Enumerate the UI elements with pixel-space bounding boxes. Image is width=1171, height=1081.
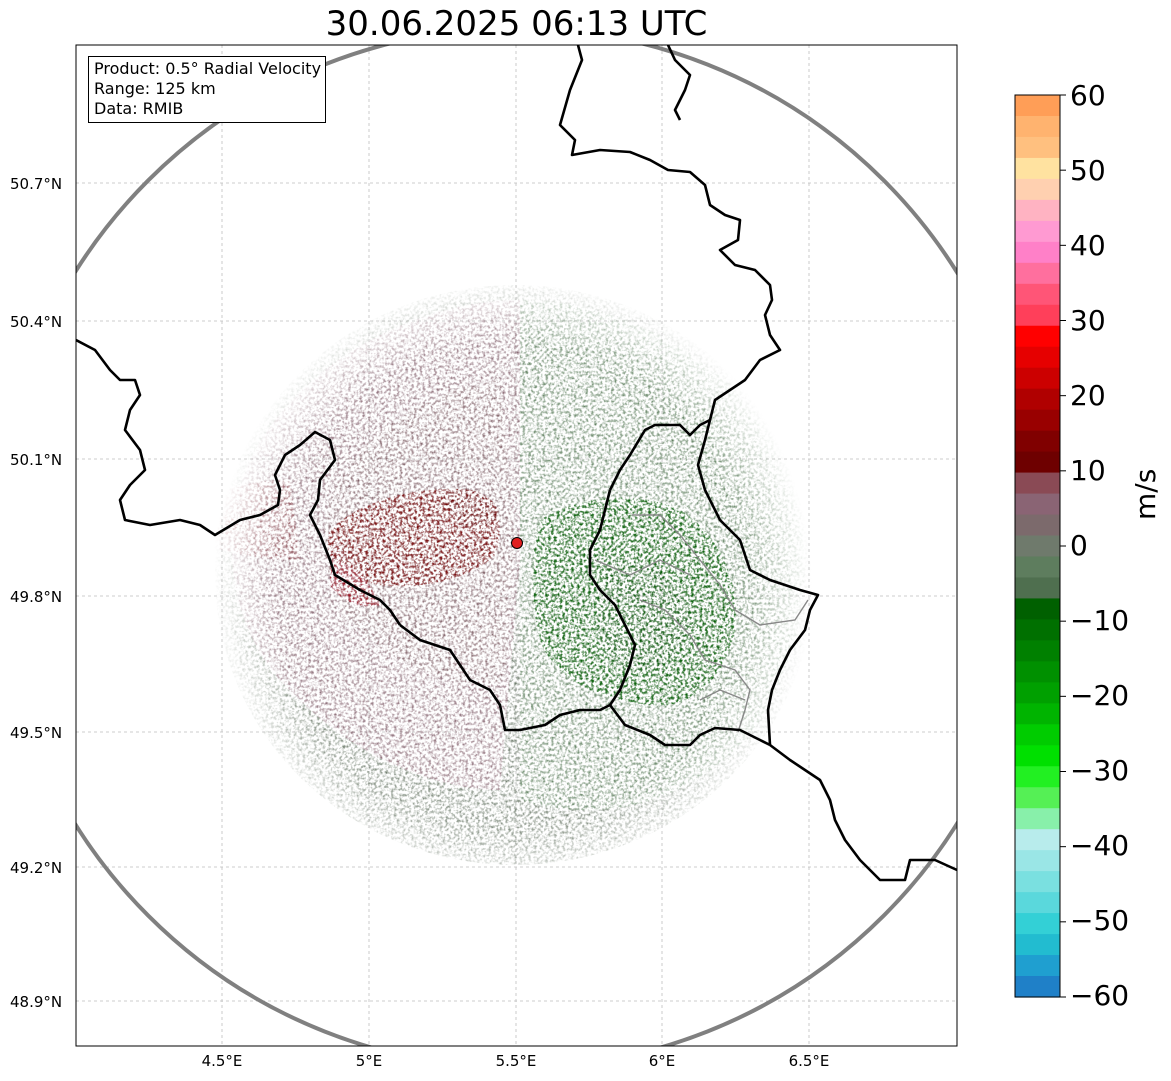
colorbar-swatch [1015, 724, 1060, 746]
colorbar-swatch [1015, 787, 1060, 809]
colorbar-swatch [1015, 892, 1060, 914]
colorbar-tick-label: 40 [1070, 229, 1106, 262]
radar-site-marker [511, 537, 523, 549]
colorbar-tick-label: −20 [1070, 679, 1130, 712]
colorbar-swatch [1015, 871, 1060, 893]
colorbar-tick-label: −30 [1070, 754, 1130, 787]
map-title: 30.06.2025 06:13 UTC [325, 4, 708, 44]
lon-tick-label: 6.5°E [788, 1052, 830, 1070]
lon-tick-label: 6°E [648, 1052, 676, 1070]
lat-tick-label: 50.7°N [10, 175, 63, 193]
colorbar-tick-label: 30 [1070, 304, 1106, 337]
colorbar-tick-label: 50 [1070, 154, 1106, 187]
colorbar-swatch [1015, 241, 1060, 264]
colorbar-swatch [1015, 850, 1060, 872]
colorbar-swatch [1015, 493, 1060, 516]
colorbar-swatch [1015, 95, 1060, 117]
lat-tick-label: 49.2°N [10, 859, 63, 877]
colorbar [1015, 95, 1060, 998]
colorbar-swatch [1015, 808, 1060, 830]
colorbar-swatch [1015, 283, 1060, 306]
lon-tick-label: 5.5°E [495, 1052, 537, 1070]
lat-tick-label: 49.5°N [10, 724, 63, 742]
colorbar-swatch [1015, 115, 1060, 138]
colorbar-tick-label: 60 [1070, 79, 1106, 112]
colorbar-swatch [1015, 325, 1060, 348]
colorbar-swatch [1015, 745, 1060, 767]
lat-tick-label: 50.1°N [10, 451, 63, 469]
colorbar-swatch [1015, 955, 1060, 977]
country-borders [76, 45, 957, 882]
colorbar-swatch [1015, 577, 1060, 600]
province-borders [594, 514, 809, 733]
colorbar-swatch [1015, 430, 1060, 453]
lat-tick-label: 50.4°N [10, 313, 63, 331]
colorbar-tick-label: −10 [1070, 604, 1130, 637]
colorbar-swatch [1015, 829, 1060, 851]
colorbar-swatch [1015, 514, 1060, 537]
colorbar-ticks [1060, 94, 1066, 998]
colorbar-swatch [1015, 934, 1060, 956]
colorbar-tick-label: −60 [1070, 979, 1130, 1012]
colorbar-swatch [1015, 682, 1060, 704]
colorbar-swatch [1015, 367, 1060, 390]
colorbar-swatch [1015, 598, 1060, 621]
colorbar-swatch [1015, 136, 1060, 159]
lat-tick-label: 48.9°N [10, 993, 63, 1011]
colorbar-swatch [1015, 451, 1060, 474]
colorbar-swatch [1015, 535, 1060, 558]
range-label: Range: 125 km [94, 79, 216, 98]
colorbar-swatch [1015, 304, 1060, 327]
colorbar-swatch [1015, 220, 1060, 243]
lon-tick-label: 4.5°E [201, 1052, 243, 1070]
colorbar-swatch [1015, 640, 1060, 662]
colorbar-tick-label: 10 [1070, 454, 1106, 487]
plot-frame [75, 44, 958, 1047]
colorbar-swatch [1015, 388, 1060, 411]
colorbar-swatch [1015, 976, 1060, 998]
colorbar-swatch [1015, 766, 1060, 788]
colorbar-swatch [1015, 661, 1060, 683]
lat-tick-label: 49.8°N [10, 588, 63, 606]
colorbar-swatch [1015, 703, 1060, 725]
colorbar-swatch [1015, 556, 1060, 579]
colorbar-swatch [1015, 619, 1060, 641]
colorbar-tick-label: 0 [1070, 529, 1088, 562]
colorbar-tick-label: −50 [1070, 904, 1130, 937]
colorbar-tick-label: 20 [1070, 379, 1106, 412]
colorbar-swatch [1015, 409, 1060, 432]
lon-tick-label: 5°E [355, 1052, 383, 1070]
colorbar-unit-label: m/s [1129, 468, 1162, 520]
colorbar-swatch [1015, 346, 1060, 369]
colorbar-tick-label: −40 [1070, 829, 1130, 862]
colorbar-swatch [1015, 913, 1060, 935]
colorbar-swatch [1015, 178, 1060, 201]
product-label: Product: 0.5° Radial Velocity [94, 59, 322, 78]
colorbar-swatch [1015, 262, 1060, 285]
colorbar-swatch [1015, 472, 1060, 495]
colorbar-swatch [1015, 157, 1060, 180]
data-source-label: Data: RMIB [94, 99, 184, 118]
radar-echoes [175, 285, 815, 865]
colorbar-swatch [1015, 199, 1060, 222]
product-info-box: Product: 0.5° Radial Velocity Range: 125… [88, 56, 327, 123]
